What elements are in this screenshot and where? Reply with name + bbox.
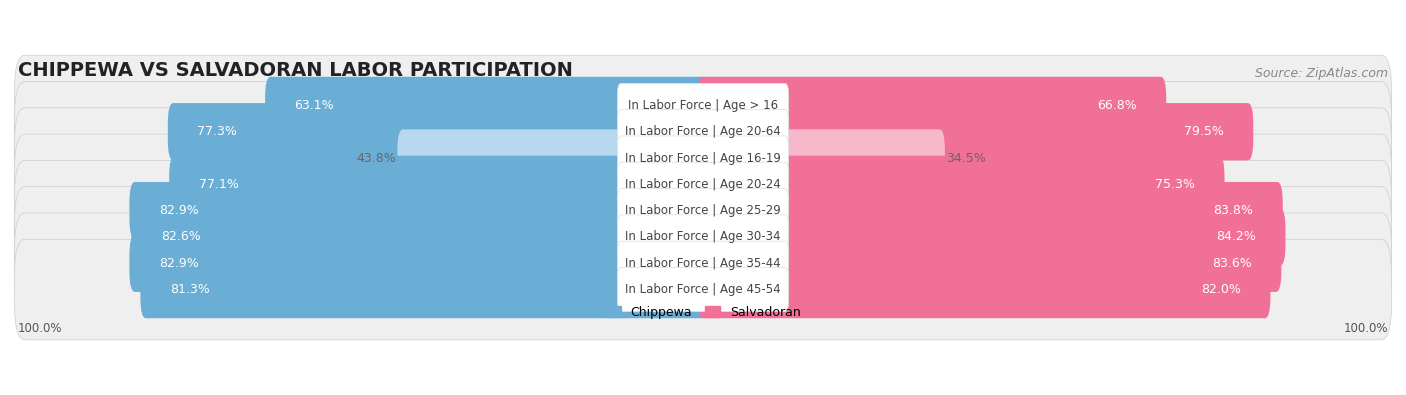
FancyBboxPatch shape (129, 182, 709, 239)
FancyBboxPatch shape (14, 134, 1392, 235)
FancyBboxPatch shape (617, 162, 789, 207)
Text: 77.1%: 77.1% (198, 178, 239, 191)
Text: 79.5%: 79.5% (1184, 125, 1223, 138)
Text: In Labor Force | Age 25-29: In Labor Force | Age 25-29 (626, 204, 780, 217)
Legend: Chippewa, Salvadoran: Chippewa, Salvadoran (600, 301, 806, 324)
Text: 84.2%: 84.2% (1216, 230, 1256, 243)
FancyBboxPatch shape (617, 136, 789, 180)
FancyBboxPatch shape (617, 188, 789, 233)
Text: In Labor Force | Age 45-54: In Labor Force | Age 45-54 (626, 283, 780, 296)
Text: 83.6%: 83.6% (1212, 257, 1251, 270)
FancyBboxPatch shape (141, 261, 709, 318)
Text: In Labor Force | Age 20-24: In Labor Force | Age 20-24 (626, 178, 780, 191)
FancyBboxPatch shape (14, 187, 1392, 287)
FancyBboxPatch shape (697, 261, 1271, 318)
Text: 66.8%: 66.8% (1097, 99, 1137, 112)
FancyBboxPatch shape (617, 267, 789, 312)
FancyBboxPatch shape (697, 103, 1253, 160)
Text: In Labor Force | Age 30-34: In Labor Force | Age 30-34 (626, 230, 780, 243)
FancyBboxPatch shape (697, 156, 1225, 213)
FancyBboxPatch shape (617, 215, 789, 259)
FancyBboxPatch shape (617, 241, 789, 285)
Text: 75.3%: 75.3% (1156, 178, 1195, 191)
FancyBboxPatch shape (266, 77, 709, 134)
Text: In Labor Force | Age 35-44: In Labor Force | Age 35-44 (626, 257, 780, 270)
Text: 43.8%: 43.8% (356, 152, 396, 165)
Text: In Labor Force | Age 20-64: In Labor Force | Age 20-64 (626, 125, 780, 138)
FancyBboxPatch shape (14, 213, 1392, 314)
Text: CHIPPEWA VS SALVADORAN LABOR PARTICIPATION: CHIPPEWA VS SALVADORAN LABOR PARTICIPATI… (18, 61, 572, 80)
FancyBboxPatch shape (14, 108, 1392, 208)
Text: 34.5%: 34.5% (946, 152, 986, 165)
Text: 100.0%: 100.0% (1344, 322, 1388, 335)
FancyBboxPatch shape (14, 55, 1392, 156)
FancyBboxPatch shape (697, 208, 1285, 265)
FancyBboxPatch shape (14, 81, 1392, 182)
FancyBboxPatch shape (697, 77, 1166, 134)
Text: Source: ZipAtlas.com: Source: ZipAtlas.com (1256, 67, 1388, 80)
Text: 63.1%: 63.1% (295, 99, 335, 112)
Text: 82.9%: 82.9% (159, 257, 198, 270)
FancyBboxPatch shape (398, 130, 709, 187)
Text: 77.3%: 77.3% (197, 125, 238, 138)
FancyBboxPatch shape (697, 182, 1282, 239)
Text: 82.9%: 82.9% (159, 204, 198, 217)
FancyBboxPatch shape (167, 103, 709, 160)
FancyBboxPatch shape (697, 235, 1281, 292)
FancyBboxPatch shape (14, 239, 1392, 340)
Text: 82.0%: 82.0% (1201, 283, 1241, 296)
Text: In Labor Force | Age > 16: In Labor Force | Age > 16 (628, 99, 778, 112)
Text: 100.0%: 100.0% (18, 322, 62, 335)
FancyBboxPatch shape (169, 156, 709, 213)
FancyBboxPatch shape (617, 83, 789, 128)
Text: 82.6%: 82.6% (160, 230, 201, 243)
Text: 81.3%: 81.3% (170, 283, 209, 296)
Text: In Labor Force | Age 16-19: In Labor Force | Age 16-19 (626, 152, 780, 165)
FancyBboxPatch shape (697, 130, 945, 187)
FancyBboxPatch shape (617, 110, 789, 154)
FancyBboxPatch shape (129, 235, 709, 292)
Text: 83.8%: 83.8% (1213, 204, 1253, 217)
FancyBboxPatch shape (132, 208, 709, 265)
FancyBboxPatch shape (14, 160, 1392, 261)
